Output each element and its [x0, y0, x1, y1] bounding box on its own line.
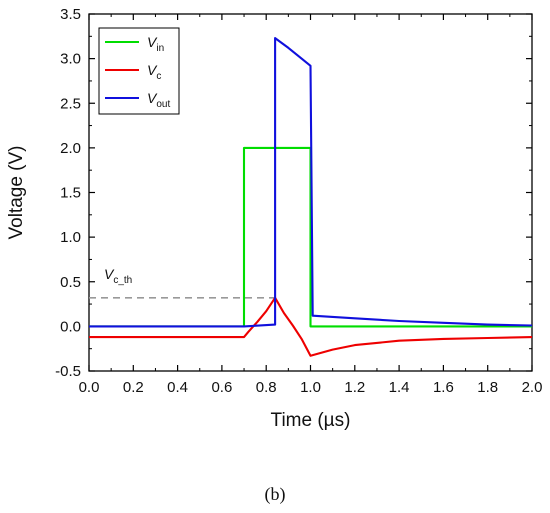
y-tick-label: 0.5 — [60, 274, 81, 291]
figure-caption: (b) — [264, 484, 286, 504]
legend-label-in: Vin — [147, 34, 164, 54]
x-tick-label: 1.4 — [389, 379, 410, 396]
x-tick-label: 1.8 — [477, 379, 498, 396]
y-tick-label: 0.0 — [60, 318, 81, 335]
series-line-out — [89, 37, 533, 328]
x-tick-label: 1.6 — [433, 379, 454, 396]
x-tick-label: 0.2 — [123, 379, 144, 396]
y-tick-label: -0.5 — [55, 363, 81, 380]
threshold-label: Vc_th — [104, 266, 132, 286]
x-tick-label: 0.6 — [211, 379, 232, 396]
y-tick-label: 1.0 — [60, 229, 81, 246]
y-axis-title: Voltage (V) — [6, 146, 27, 240]
chart-svg: 0.0 0.2 0.4 0.6 0.8 1.0 1.2 1.4 1.6 1.8 2.0-0.50.0… — [6, 6, 543, 431]
y-tick-label: 1.5 — [60, 185, 81, 202]
x-tick-label: 1.2 — [344, 379, 365, 396]
y-tick-label: 2.0 — [60, 140, 81, 157]
y-tick-label: 3.0 — [60, 51, 81, 68]
x-tick-label: 0.8 — [256, 379, 277, 396]
y-tick-label: 2.5 — [60, 95, 81, 112]
y-tick-label: 3.5 — [60, 6, 81, 23]
x-tick-label: 0.4 — [167, 379, 188, 396]
x-tick-label: 1.0 — [300, 379, 321, 396]
x-tick-label: 2.0 — [522, 379, 543, 396]
x-axis-title: Time (µs) — [271, 410, 351, 431]
legend-label-out: Vout — [147, 90, 170, 110]
x-tick-label: 0.0 — [79, 379, 100, 396]
legend-label-c: Vc — [147, 62, 161, 82]
